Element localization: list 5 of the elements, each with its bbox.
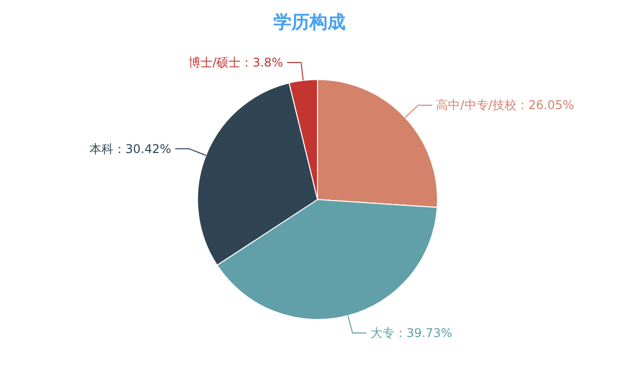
slice-label: 大专：39.73%: [370, 326, 452, 340]
chart-title: 学历构成: [274, 12, 346, 33]
slice-label: 本科：30.42%: [89, 142, 172, 156]
slice-label: 博士/硕士：3.8%: [188, 55, 284, 70]
slice-label: 高中/中专/技校：26.05%: [436, 98, 574, 112]
